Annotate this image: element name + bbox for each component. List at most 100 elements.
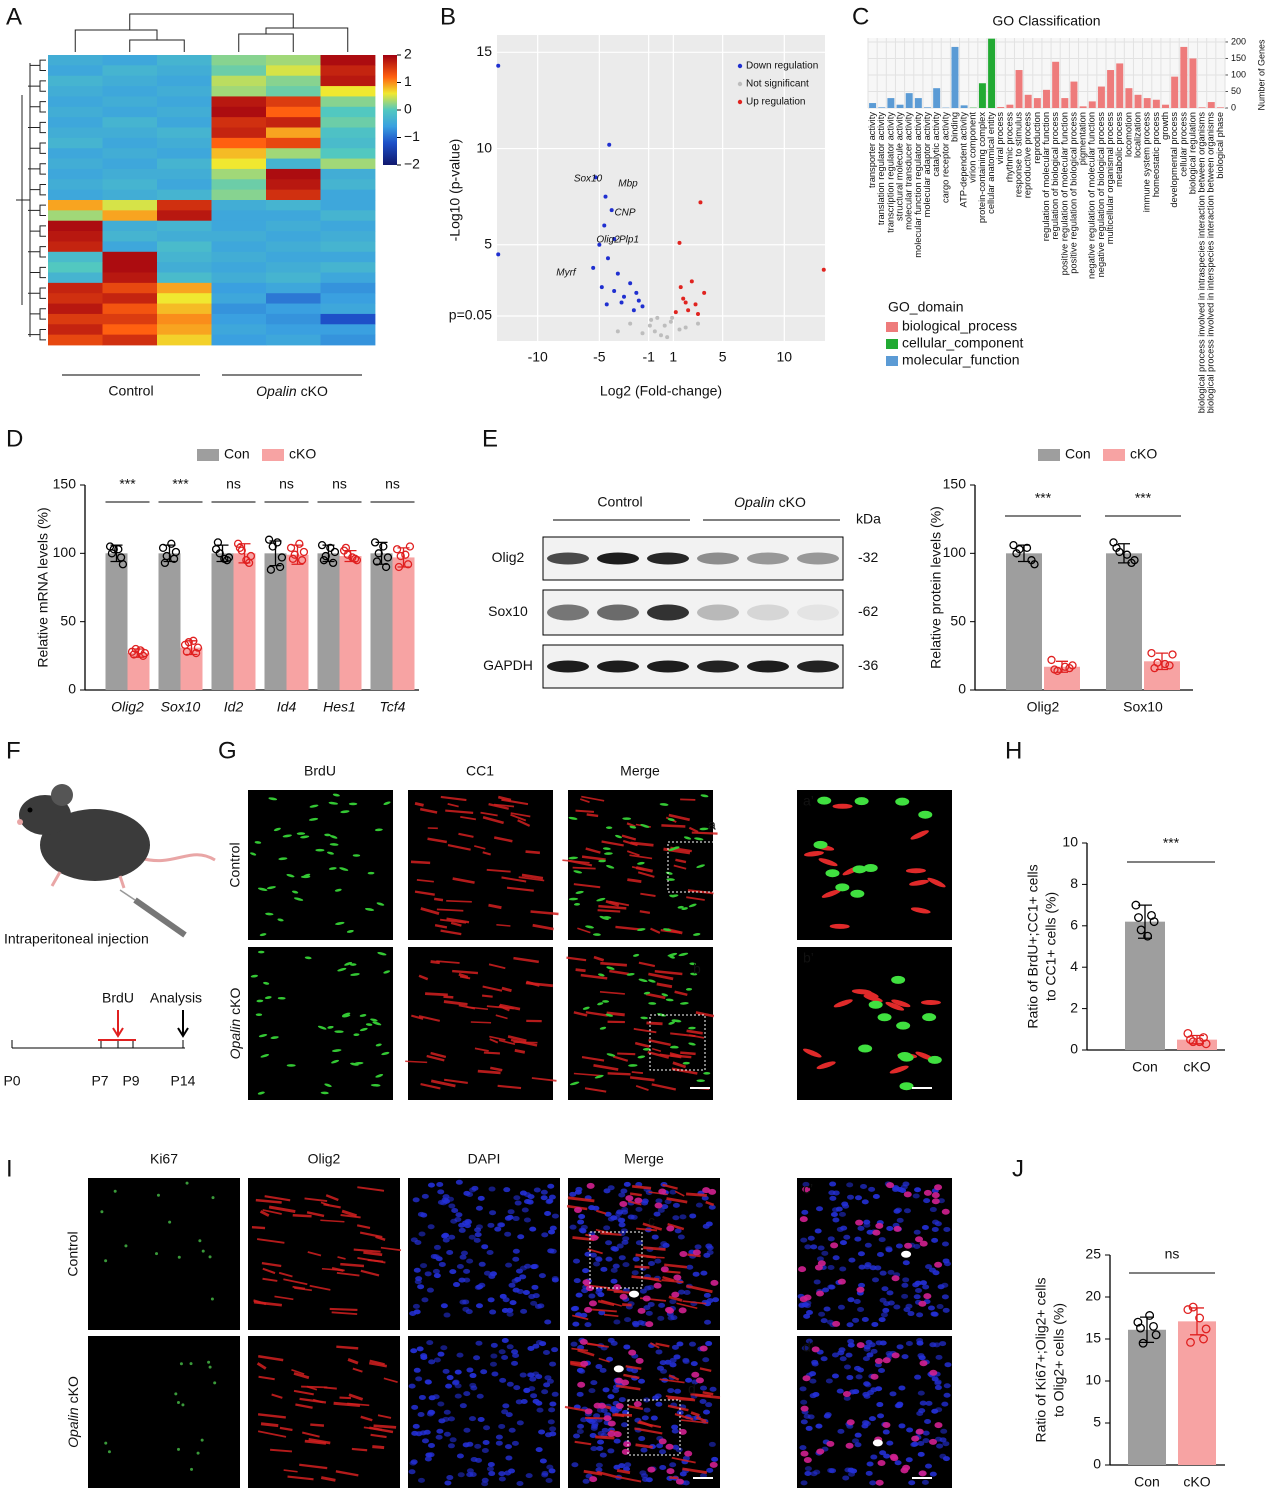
heatmap-cell <box>48 220 103 232</box>
nucleus <box>823 1306 831 1312</box>
cell <box>277 918 284 922</box>
nucleus <box>848 1471 856 1477</box>
panel-label: E <box>482 425 498 452</box>
fiber <box>430 1051 447 1059</box>
nucleus <box>470 1457 478 1463</box>
bar <box>339 556 362 690</box>
cell <box>592 933 601 936</box>
bar <box>1171 76 1179 108</box>
nucleus <box>495 1434 503 1440</box>
x-tick-label: Olig2 <box>111 699 144 715</box>
nucleus <box>414 1279 422 1285</box>
nucleus <box>616 1243 624 1249</box>
nucleus <box>501 1354 509 1360</box>
volcano-point <box>702 290 707 295</box>
x-tick-label: Con <box>1134 1474 1160 1490</box>
nucleus <box>929 1471 937 1477</box>
data-point <box>1195 1037 1205 1047</box>
volcano-point <box>686 308 691 313</box>
nucleus <box>511 1360 519 1366</box>
fiber <box>259 1210 270 1217</box>
cell <box>629 825 637 829</box>
cell <box>681 907 688 911</box>
nucleus <box>482 1439 490 1445</box>
nucleus <box>446 1375 454 1381</box>
fiber <box>632 1184 652 1190</box>
fiber <box>352 1367 363 1373</box>
volcano-point <box>599 285 604 290</box>
nucleus <box>651 1234 659 1240</box>
fiber <box>499 1003 521 1011</box>
cell <box>664 1306 673 1313</box>
cell <box>670 894 679 898</box>
nucleus <box>504 1444 512 1450</box>
heatmap-cell <box>157 200 212 211</box>
nucleus <box>528 1294 536 1300</box>
cell <box>653 1282 662 1289</box>
nucleus <box>864 1242 872 1248</box>
data-point <box>286 543 296 553</box>
nucleus <box>419 1430 427 1436</box>
nucleus <box>879 1450 887 1456</box>
nucleus <box>925 1264 933 1270</box>
blot-row-label: GAPDH <box>483 657 533 673</box>
volcano-point <box>609 208 614 213</box>
cell <box>603 1415 612 1422</box>
heatmap-cell <box>320 334 376 346</box>
cell <box>682 1061 690 1065</box>
heatmap-cell <box>320 179 376 191</box>
nucleus <box>643 1305 651 1311</box>
caption: Intraperitoneal injection <box>4 931 149 947</box>
nucleus <box>466 1441 474 1447</box>
legend-swatch <box>197 449 219 461</box>
nucleus <box>632 1256 640 1262</box>
micrograph <box>408 790 553 940</box>
nucleus <box>672 1444 680 1450</box>
volcano-point <box>670 315 675 320</box>
nucleus <box>623 1181 631 1187</box>
nucleus <box>847 1297 855 1303</box>
fiber <box>340 1262 365 1268</box>
volcano-point <box>636 298 641 303</box>
nucleus <box>941 1241 949 1247</box>
mouse-eye <box>27 807 33 813</box>
cell <box>679 1002 689 1005</box>
significance-label: ns <box>1165 1246 1180 1262</box>
volcano-point <box>655 315 660 320</box>
nucleus <box>408 1383 416 1389</box>
volcano-point <box>615 329 620 334</box>
nucleus <box>432 1268 440 1274</box>
gene-annotation: Myrf <box>556 268 577 279</box>
nucleus <box>674 1228 682 1234</box>
fiber <box>634 1041 650 1048</box>
cell <box>863 994 883 1003</box>
cell <box>629 1290 640 1298</box>
nucleus <box>408 1469 416 1475</box>
nucleus <box>449 1437 457 1443</box>
zoom-box <box>649 1014 706 1071</box>
nucleus <box>463 1391 471 1397</box>
cell <box>585 925 594 929</box>
fiber <box>668 1374 680 1381</box>
nucleus <box>474 1232 482 1238</box>
cell <box>621 1448 630 1455</box>
nucleus <box>799 1445 807 1451</box>
nucleus <box>831 1352 839 1358</box>
nucleus <box>836 1388 844 1394</box>
nucleus <box>880 1312 888 1318</box>
cell <box>607 1420 616 1427</box>
cell <box>367 871 375 875</box>
volcano-point <box>668 319 673 324</box>
nucleus <box>421 1193 429 1199</box>
unit-label: kDa <box>856 511 881 527</box>
fiber <box>651 1083 677 1091</box>
nucleus <box>481 1447 489 1453</box>
nucleus <box>595 1462 603 1468</box>
fiber <box>637 1421 662 1429</box>
nucleus <box>418 1231 426 1237</box>
nucleus <box>545 1477 553 1483</box>
nucleus <box>514 1200 522 1206</box>
nucleus <box>456 1263 464 1269</box>
nucleus <box>848 1257 856 1263</box>
cell <box>660 1266 669 1273</box>
